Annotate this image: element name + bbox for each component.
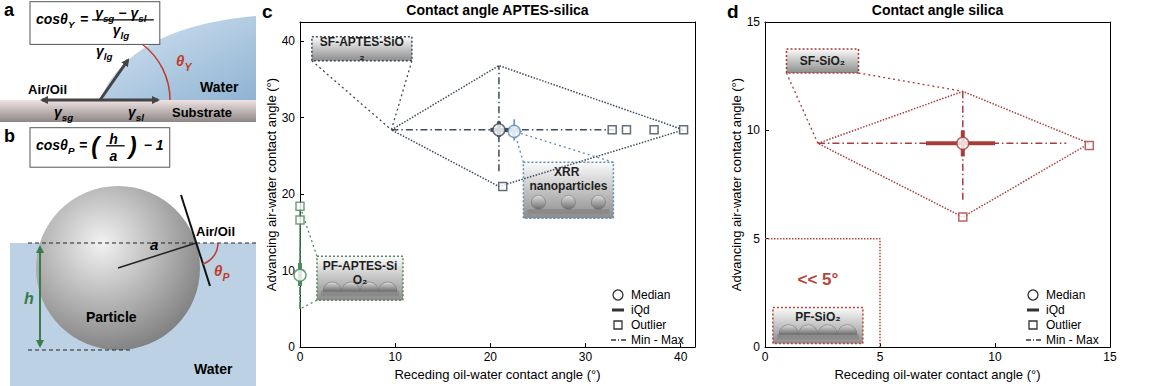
svg-text:PF-SiO₂: PF-SiO₂ — [795, 310, 840, 324]
svg-text:iQd: iQd — [631, 303, 650, 317]
svg-text:h: h — [109, 131, 118, 147]
svg-text:a: a — [150, 236, 158, 253]
svg-text:a: a — [4, 0, 15, 20]
svg-text:Air/Oil: Air/Oil — [196, 224, 235, 239]
svg-text:O₂: O₂ — [353, 273, 368, 287]
svg-text:PF-APTES-Si: PF-APTES-Si — [323, 259, 398, 273]
svg-text:b: b — [4, 126, 15, 146]
svg-text:10: 10 — [747, 123, 761, 137]
svg-text:SF-SiO₂: SF-SiO₂ — [800, 54, 845, 68]
svg-text:Advancing air-water contact an: Advancing air-water contact angle (°) — [264, 78, 279, 291]
svg-text:γlg: γlg — [96, 43, 113, 62]
svg-text:Air/Oil: Air/Oil — [28, 82, 67, 97]
svg-text:30: 30 — [579, 350, 593, 364]
svg-text:=: = — [80, 11, 88, 27]
svg-text:γsl: γsl — [131, 5, 147, 24]
svg-text:SF-APTES-SiO: SF-APTES-SiO — [320, 35, 404, 49]
svg-text:20: 20 — [484, 350, 498, 364]
svg-text:Particle: Particle — [86, 309, 137, 325]
svg-text:10: 10 — [389, 350, 403, 364]
svg-text:40: 40 — [674, 350, 688, 364]
svg-text:Substrate: Substrate — [172, 105, 232, 120]
svg-text:40: 40 — [282, 34, 296, 48]
svg-text:Outlier: Outlier — [631, 318, 666, 332]
svg-text:30: 30 — [282, 111, 296, 125]
svg-text:5: 5 — [753, 232, 760, 246]
svg-text:c: c — [262, 1, 273, 22]
svg-text:20: 20 — [282, 187, 296, 201]
svg-text:h: h — [24, 290, 34, 307]
svg-text:− 1: − 1 — [144, 137, 164, 153]
svg-text:0: 0 — [762, 350, 769, 364]
svg-text:0: 0 — [753, 340, 760, 354]
svg-text:cosθP: cosθP — [36, 137, 75, 156]
svg-text:): ) — [126, 132, 137, 159]
svg-text:iQd: iQd — [1046, 303, 1065, 317]
svg-text:10: 10 — [988, 350, 1002, 364]
svg-text:γlg: γlg — [113, 22, 130, 41]
svg-text:γsl: γsl — [128, 104, 144, 123]
svg-text:Contact angle APTES-silica: Contact angle APTES-silica — [406, 2, 589, 18]
svg-text:cosθY: cosθY — [36, 11, 76, 30]
svg-text:0: 0 — [297, 350, 304, 364]
svg-text:15: 15 — [1103, 350, 1117, 364]
svg-text:d: d — [727, 1, 739, 22]
svg-text:−: − — [118, 5, 126, 21]
svg-text:Advancing air-water contact an: Advancing air-water contact angle (°) — [729, 78, 744, 291]
svg-text:Min - Max: Min - Max — [1046, 333, 1099, 347]
svg-text:XRR: XRR — [554, 165, 583, 179]
svg-text:Receding oil-water contact ang: Receding oil-water contact angle (°) — [834, 367, 1040, 382]
svg-text:Receding oil-water contact ang: Receding oil-water contact angle (°) — [394, 367, 600, 382]
svg-text:15: 15 — [747, 15, 761, 29]
svg-text:Outlier: Outlier — [1046, 318, 1081, 332]
svg-text:Median: Median — [631, 288, 670, 302]
svg-text:0: 0 — [288, 340, 295, 354]
svg-text:5: 5 — [877, 350, 884, 364]
svg-text:10: 10 — [281, 263, 295, 278]
svg-text:Water: Water — [194, 361, 233, 377]
svg-text:<< 5°: << 5° — [797, 270, 838, 289]
svg-text:=: = — [79, 137, 87, 153]
svg-text:(: ( — [91, 132, 102, 159]
svg-text:nanoparticles: nanoparticles — [529, 179, 607, 193]
svg-text:Contact angle silica: Contact angle silica — [872, 2, 1004, 18]
svg-text:γsg: γsg — [95, 5, 114, 24]
svg-text:Min - Max: Min - Max — [631, 333, 684, 347]
svg-text:θY: θY — [176, 52, 192, 73]
svg-text:Water: Water — [200, 79, 239, 95]
svg-text:a: a — [109, 148, 117, 164]
svg-text:γsg: γsg — [54, 104, 73, 123]
svg-text:θP: θP — [214, 262, 230, 283]
svg-text:Median: Median — [1046, 288, 1085, 302]
svg-text:₂: ₂ — [359, 49, 364, 63]
